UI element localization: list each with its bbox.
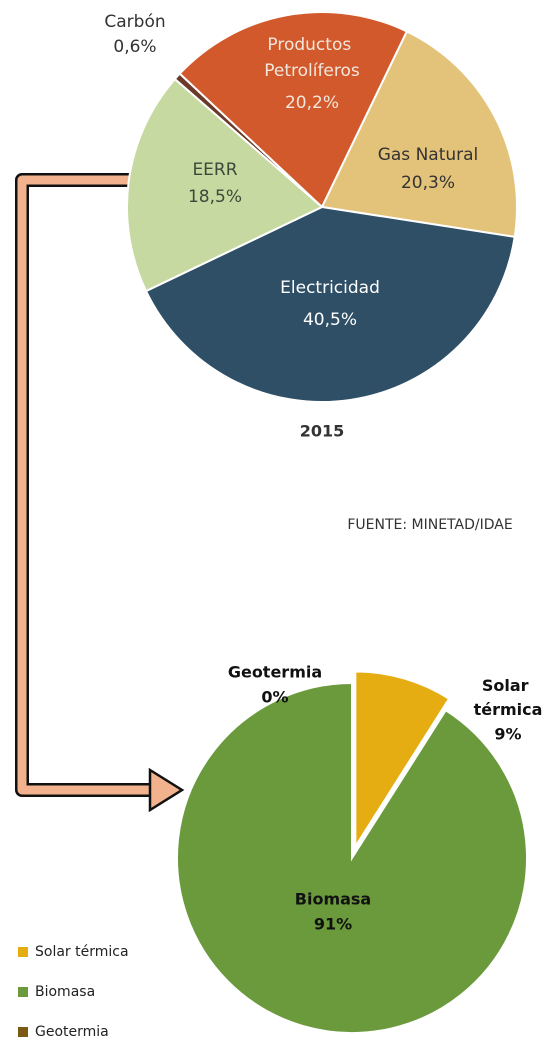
slice-value: 91% bbox=[314, 915, 352, 934]
slice-name: Gas Natural bbox=[378, 145, 479, 165]
pie-slice bbox=[126, 77, 324, 293]
slice-value: 20,3% bbox=[401, 173, 455, 193]
year-label: 2015 bbox=[300, 422, 345, 441]
slice-value: 9% bbox=[494, 725, 521, 744]
slice-name: EERR bbox=[192, 160, 237, 180]
legend-swatch bbox=[18, 987, 28, 997]
slice-value: 20,2% bbox=[285, 93, 339, 113]
pie-slice bbox=[354, 670, 451, 850]
pie-slice bbox=[320, 30, 518, 239]
arrow-head bbox=[148, 767, 185, 813]
slice-name: Carbón bbox=[104, 12, 165, 32]
slice-name: Electricidad bbox=[280, 278, 380, 298]
slice-value: 0,6% bbox=[113, 37, 156, 57]
legend-label: Geotermia bbox=[35, 1024, 109, 1040]
arrow bbox=[17, 175, 175, 795]
pie-slice bbox=[178, 11, 409, 209]
source: FUENTE: MINETAD/IDAE bbox=[347, 517, 512, 533]
slice-name: Biomasa bbox=[295, 890, 371, 909]
slice-name: Solar térmica bbox=[474, 676, 543, 719]
pie-slice bbox=[144, 205, 516, 403]
slice-value: 18,5% bbox=[188, 187, 242, 207]
legend-label: Solar térmica bbox=[35, 944, 129, 960]
slice-value: 0% bbox=[261, 688, 288, 707]
legend-label: Biomasa bbox=[35, 984, 95, 1000]
slice-name: Geotermia bbox=[228, 663, 322, 682]
slice-value: 40,5% bbox=[303, 310, 357, 330]
slice-name: Productos Petrolíferos bbox=[264, 35, 360, 81]
legend-swatch bbox=[18, 1027, 28, 1037]
legend-swatch bbox=[18, 947, 28, 957]
